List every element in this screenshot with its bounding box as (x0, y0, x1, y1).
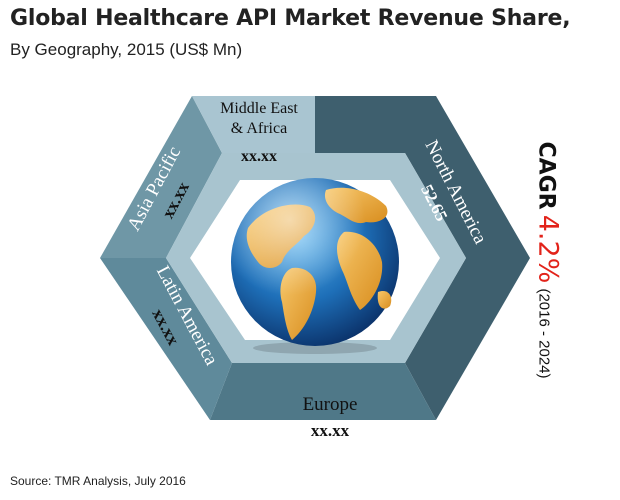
source-note: Source: TMR Analysis, July 2016 (10, 474, 186, 488)
value-europe: xx.xx (311, 421, 350, 440)
cagr-value: 4.2% (532, 214, 564, 284)
label-europe: Europe (303, 394, 358, 415)
segment-north-america-lower (405, 258, 530, 420)
segment-north-america (315, 96, 530, 258)
cagr-period: (2016 - 2024) (535, 288, 553, 379)
chart-title: Global Healthcare API Market Revenue Sha… (10, 6, 571, 31)
globe-icon (231, 178, 399, 354)
chart-subtitle: By Geography, 2015 (US$ Mn) (10, 40, 243, 59)
segment-middle-east-africa (192, 96, 315, 153)
value-middle-east-africa: xx.xx (241, 148, 277, 165)
segment-latin-america (100, 258, 232, 420)
label-middle-east-africa-line2: & Africa (231, 120, 287, 137)
cagr-label: CAGR (533, 141, 559, 210)
segment-europe (210, 363, 436, 420)
cagr-callout: CAGR 4.2% (2016 - 2024) (532, 95, 564, 425)
segment-asia-pacific (100, 96, 222, 258)
label-middle-east-africa-line1: Middle East (220, 100, 298, 117)
